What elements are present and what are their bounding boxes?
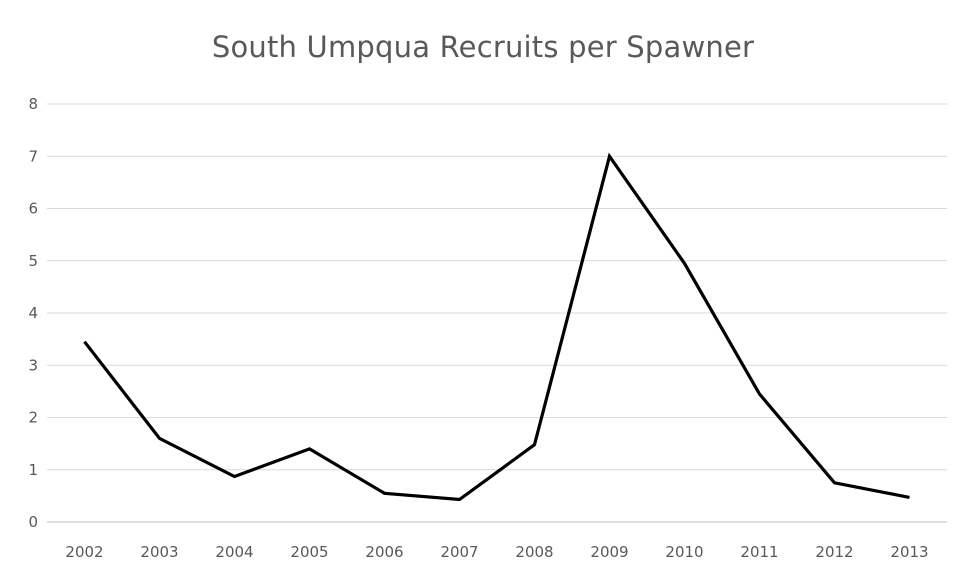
y-tick-label: 4	[28, 304, 38, 322]
x-tick-label: 2007	[440, 543, 478, 561]
gridlines	[47, 103, 947, 523]
x-tick-label: 2013	[890, 543, 928, 561]
x-tick-label: 2005	[290, 543, 328, 561]
x-tick-label: 2009	[590, 543, 628, 561]
y-tick-label: 1	[28, 461, 38, 479]
x-tick-label: 2012	[815, 543, 853, 561]
y-tick-label: 2	[28, 409, 38, 427]
x-tick-label: 2002	[65, 543, 103, 561]
y-tick-label: 7	[28, 147, 38, 165]
x-tick-label: 2008	[515, 543, 553, 561]
x-tick-label: 2006	[365, 543, 403, 561]
series-line	[83, 152, 910, 502]
x-tick-label: 2003	[140, 543, 178, 561]
chart-title: South Umpqua Recruits per Spawner	[211, 30, 755, 64]
x-tick-label: 2010	[665, 543, 703, 561]
series-layer	[83, 152, 910, 502]
y-tick-label: 5	[28, 252, 38, 270]
y-tick-label: 6	[28, 200, 38, 218]
x-tick-label: 2004	[215, 543, 253, 561]
y-axis-tick-labels: 0 1 2 3 4 5 6 7 8	[28, 95, 38, 531]
x-axis-tick-labels: 2002 2003 2004 2005 2006 2007 2008 2009 2010 2011…	[65, 543, 928, 561]
y-tick-label: 0	[28, 513, 38, 531]
x-tick-label: 2011	[740, 543, 778, 561]
y-tick-label: 8	[28, 95, 38, 113]
y-tick-label: 3	[28, 356, 38, 374]
